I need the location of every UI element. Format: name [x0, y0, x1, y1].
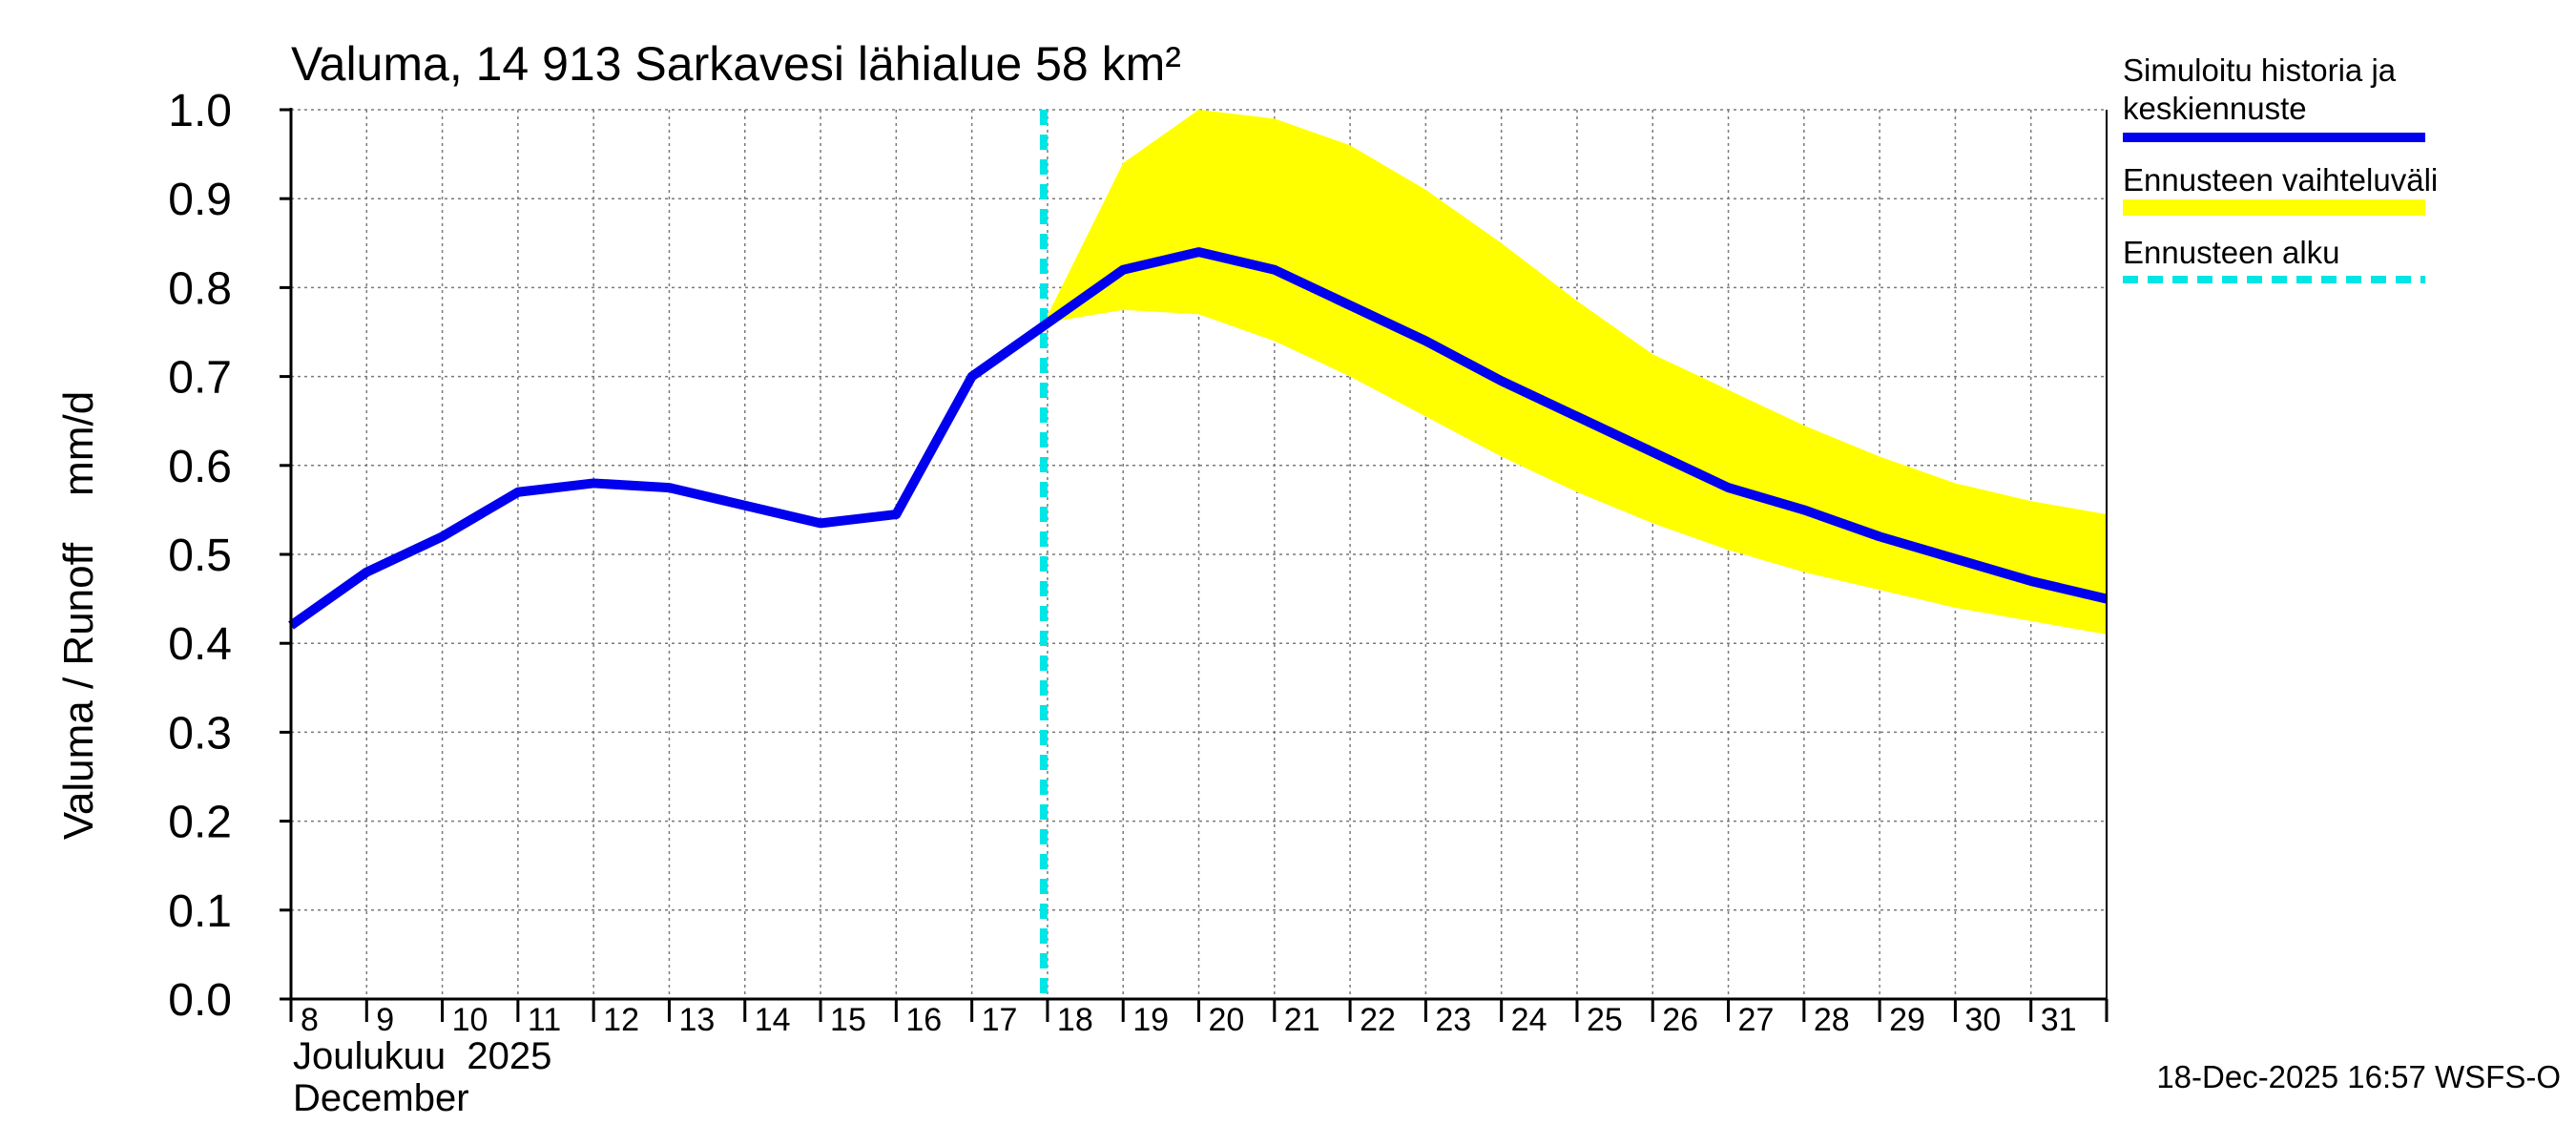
legend-label-series-1: Simuloitu historia ja: [2123, 52, 2397, 88]
x-tick-label: 11: [528, 1002, 561, 1038]
forecast-band-layer: [1043, 110, 2107, 635]
x-tick-label: 12: [603, 1002, 639, 1038]
x-tick-label: 24: [1511, 1002, 1548, 1038]
y-tick-label: 0.8: [168, 263, 232, 314]
legend: Simuloitu historia ja keskiennuste Ennus…: [2123, 52, 2438, 283]
y-tick-label: 1.0: [168, 86, 232, 136]
x-tick-label: 23: [1435, 1002, 1471, 1038]
y-tick-label: 0.9: [168, 175, 232, 225]
y-tick-label: 0.1: [168, 886, 232, 937]
legend-label-band: Ennusteen vaihteluväli: [2123, 162, 2438, 198]
x-axis-label-en: December: [293, 1077, 469, 1119]
x-tick-label: 19: [1132, 1002, 1169, 1038]
x-tick-label: 20: [1209, 1002, 1245, 1038]
x-tick-label: 27: [1738, 1002, 1775, 1038]
x-tick-label: 8: [301, 1002, 319, 1038]
x-tick-label: 25: [1587, 1002, 1623, 1038]
x-tick-label: 31: [2041, 1002, 2077, 1038]
y-tick-label: 0.5: [168, 531, 232, 581]
chart-title: Valuma, 14 913 Sarkavesi lähialue 58 km²: [291, 37, 1181, 91]
y-axis-label: Valuma / Runoff mm/d: [55, 391, 102, 840]
x-tick-label: 29: [1889, 1002, 1925, 1038]
y-tick-label: 0.6: [168, 442, 232, 492]
y-tick-label: 0.4: [168, 619, 232, 670]
x-tick-label: 16: [905, 1002, 942, 1038]
x-tick-label: 22: [1360, 1002, 1396, 1038]
x-tick-label: 15: [830, 1002, 866, 1038]
y-tick-label: 0.2: [168, 798, 232, 848]
x-tick-label: 26: [1662, 1002, 1698, 1038]
x-tick-label: 14: [755, 1002, 791, 1038]
legend-label-series-2: keskiennuste: [2123, 91, 2307, 126]
x-tick-label: 30: [1964, 1002, 2001, 1038]
x-tick-label: 9: [376, 1002, 394, 1038]
x-axis-label-fi: Joulukuu 2025: [293, 1035, 551, 1077]
series-layer: [288, 247, 2109, 630]
x-tick-label: 10: [452, 1002, 488, 1038]
x-tick-label: 28: [1814, 1002, 1850, 1038]
x-tick-label: 21: [1284, 1002, 1320, 1038]
forecast-band: [1043, 110, 2107, 635]
legend-label-forecast-start: Ennusteen alku: [2123, 235, 2340, 270]
x-tick-label: 18: [1057, 1002, 1093, 1038]
series-line: [288, 247, 2109, 630]
y-tick-labels: 0.0 0.1 0.2 0.3 0.4 0.5 0.6 0.7 0.8 0.9 1.0: [168, 86, 232, 1026]
x-tick-labels: 8 9 10 11 12 13 14 15 16 17 18 19 20 21 22 23 24 25 26 27 28…: [301, 1002, 2077, 1038]
footer-timestamp: 18-Dec-2025 16:57 WSFS-O: [2156, 1059, 2561, 1094]
legend-swatch-band: [2123, 199, 2425, 216]
axes: [280, 108, 2109, 1022]
y-tick-label: 0.3: [168, 708, 232, 759]
x-tick-label: 13: [678, 1002, 715, 1038]
grid: [291, 109, 2107, 999]
y-tick-label: 0.0: [168, 975, 232, 1026]
y-tick-label: 0.7: [168, 353, 232, 404]
x-tick-label: 17: [982, 1002, 1018, 1038]
